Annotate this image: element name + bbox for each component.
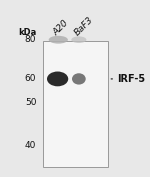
Text: A20: A20 (52, 18, 71, 37)
FancyBboxPatch shape (42, 41, 108, 167)
Text: IRF-5: IRF-5 (117, 74, 145, 84)
Text: 50: 50 (25, 98, 36, 107)
Text: 60: 60 (25, 74, 36, 83)
Text: kDa: kDa (18, 28, 36, 37)
Text: 80: 80 (25, 35, 36, 44)
Ellipse shape (47, 72, 68, 86)
Text: BaF3: BaF3 (72, 15, 95, 37)
Ellipse shape (72, 73, 86, 85)
Ellipse shape (49, 36, 68, 44)
Ellipse shape (71, 36, 86, 43)
Text: 40: 40 (25, 141, 36, 150)
